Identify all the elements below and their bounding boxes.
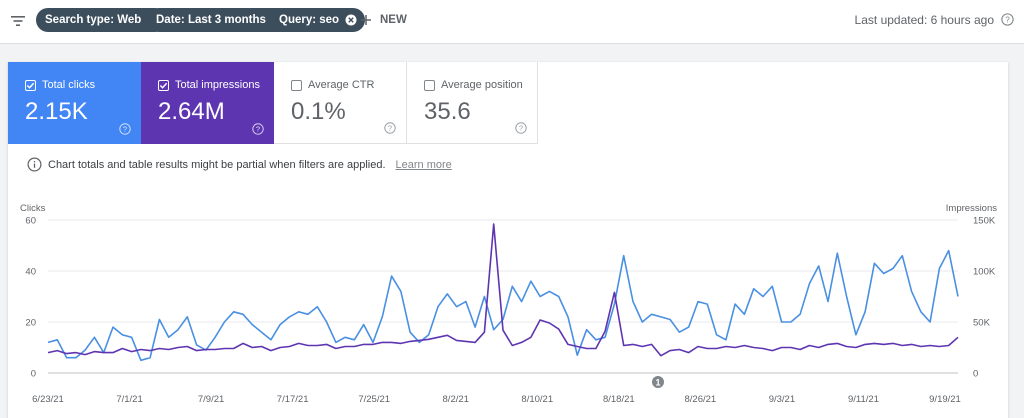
svg-text:?: ? — [1005, 15, 1010, 24]
right-tick-label: 150K — [973, 216, 996, 227]
help-icon[interactable]: ? — [515, 122, 527, 134]
filter-icon[interactable] — [8, 11, 28, 31]
plus-icon — [361, 15, 371, 25]
left-tick-label: 20 — [25, 318, 36, 329]
checkbox-unchecked-icon[interactable] — [424, 79, 435, 91]
x-tick-label: 7/1/21 — [116, 394, 142, 405]
help-icon[interactable]: ? — [384, 122, 396, 134]
metric-total-impressions[interactable]: Total impressions 2.64M ? — [141, 62, 274, 144]
x-tick-label: 9/11/21 — [848, 394, 879, 405]
metric-label: Average position — [441, 79, 523, 91]
metric-value: 2.64M — [158, 98, 225, 125]
metric-value: 0.1% — [291, 98, 346, 125]
annotation-label: 1 — [655, 378, 660, 388]
left-axis-title: Clicks — [20, 203, 46, 214]
metric-label: Average CTR — [308, 79, 375, 91]
checkbox-checked-icon[interactable] — [158, 79, 169, 91]
metric-value: 35.6 — [424, 98, 471, 125]
right-axis-title: Impressions — [946, 203, 997, 214]
help-icon[interactable]: ? — [252, 123, 264, 135]
x-tick-label: 8/18/21 — [603, 394, 635, 405]
right-tick-label: 100K — [973, 267, 996, 278]
notice-text: Chart totals and table results might be … — [48, 158, 386, 171]
metric-average-position[interactable]: Average position 35.6 ? — [407, 62, 538, 144]
left-tick-label: 60 — [25, 216, 36, 227]
info-icon — [27, 157, 42, 172]
left-tick-label: 0 — [31, 369, 36, 380]
svg-text:?: ? — [256, 125, 260, 134]
metric-value: 2.15K — [25, 98, 88, 125]
help-icon[interactable]: ? — [1001, 13, 1014, 26]
x-tick-label: 9/19/21 — [929, 394, 961, 405]
series-line-clicks — [47, 249, 959, 362]
new-filter-label: NEW — [380, 14, 407, 26]
metric-total-clicks[interactable]: Total clicks 2.15K ? — [8, 62, 141, 144]
close-circle-icon[interactable] — [345, 14, 357, 26]
x-tick-label: 7/17/21 — [277, 394, 309, 405]
metric-average-ctr[interactable]: Average CTR 0.1% ? — [274, 62, 407, 144]
last-updated-text: Last updated: 6 hours ago — [854, 13, 994, 27]
metric-label: Total impressions — [175, 79, 260, 91]
chip-query[interactable]: Query: seo — [270, 8, 366, 32]
partial-data-notice: Chart totals and table results might be … — [27, 157, 452, 172]
right-tick-label: 50K — [973, 318, 991, 329]
performance-card: Total clicks 2.15K ? Total impressions 2… — [8, 62, 1008, 418]
x-tick-label: 7/25/21 — [358, 394, 390, 405]
checkbox-checked-icon[interactable] — [25, 79, 36, 91]
chip-search-type-label: Search type: Web — [45, 14, 142, 26]
right-tick-label: 0 — [973, 369, 978, 380]
series-line-impressions — [47, 223, 959, 357]
annotation-marker[interactable] — [652, 376, 664, 388]
svg-text:?: ? — [123, 125, 127, 134]
x-tick-label: 8/2/21 — [443, 394, 469, 405]
top-filter-bar: Search type: Web Date: Last 3 months Que… — [0, 0, 1024, 44]
checkbox-unchecked-icon[interactable] — [291, 79, 302, 91]
chip-date-label: Date: Last 3 months — [156, 14, 266, 26]
performance-chart: Clicks Impressions 60 150K 40 100K 20 50K 0 0 6/23… — [20, 203, 997, 405]
x-tick-label: 7/9/21 — [198, 394, 224, 405]
x-tick-label: 8/26/21 — [685, 394, 717, 405]
left-tick-label: 40 — [25, 267, 36, 278]
chip-query-label: Query: seo — [279, 14, 340, 26]
metric-label: Total clicks — [42, 79, 96, 91]
x-tick-label: 8/10/21 — [521, 394, 553, 405]
svg-text:?: ? — [388, 124, 392, 133]
x-tick-label: 9/3/21 — [769, 394, 795, 405]
help-icon[interactable]: ? — [119, 123, 131, 135]
learn-more-link[interactable]: Learn more — [395, 158, 452, 171]
x-tick-label: 6/23/21 — [32, 394, 64, 405]
svg-text:?: ? — [519, 124, 523, 133]
new-filter-button[interactable]: NEW — [360, 10, 407, 30]
